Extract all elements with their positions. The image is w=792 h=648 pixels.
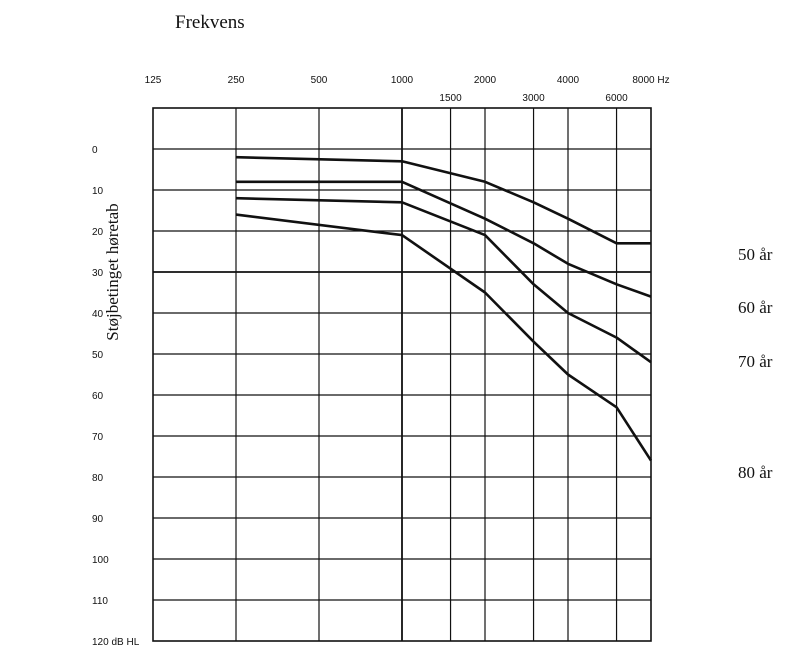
series-line [235, 155, 651, 245]
series-label-60: 60 år [738, 298, 773, 317]
x-tick-label: 500 [311, 75, 328, 86]
series-line [235, 213, 653, 462]
y-tick-label: 80 [92, 473, 104, 484]
x-tick-label: 1000 [391, 75, 414, 86]
x-tick-label: 8000 Hz [632, 75, 669, 86]
y-tick-label: 50 [92, 350, 104, 361]
series-line [236, 180, 652, 298]
y-tick-label: 100 [92, 555, 109, 566]
series-label-80: 80 år [738, 463, 773, 482]
series-label-50: 50 år [738, 245, 773, 264]
x-tick-label: 125 [145, 75, 162, 86]
x-tick-label: 4000 [557, 75, 580, 86]
chart-title: Frekvens [175, 12, 245, 33]
y-tick-label: 10 [92, 186, 104, 197]
y-tick-label: 70 [92, 432, 104, 443]
y-tick-label: 60 [92, 391, 104, 402]
y-tick-label: 90 [92, 514, 104, 525]
x-tick-label: 2000 [474, 75, 497, 86]
y-tick-label: 20 [92, 227, 104, 238]
series-line [235, 196, 652, 364]
x-tick-label: 3000 [522, 93, 545, 104]
x-tick-label: 250 [228, 75, 245, 86]
y-tick-label: 0 [92, 145, 98, 156]
series-label-70: 70 år [738, 352, 773, 371]
x-tick-label: 1500 [439, 93, 462, 104]
chart-series-lines [235, 155, 653, 462]
chart-grid [152, 107, 652, 642]
y-tick-label: 40 [92, 309, 104, 320]
y-tick-label: 120 dB HL [92, 637, 140, 648]
x-tick-label: 6000 [605, 93, 628, 104]
y-tick-label: 30 [92, 268, 104, 279]
y-tick-label: 110 [92, 596, 108, 607]
